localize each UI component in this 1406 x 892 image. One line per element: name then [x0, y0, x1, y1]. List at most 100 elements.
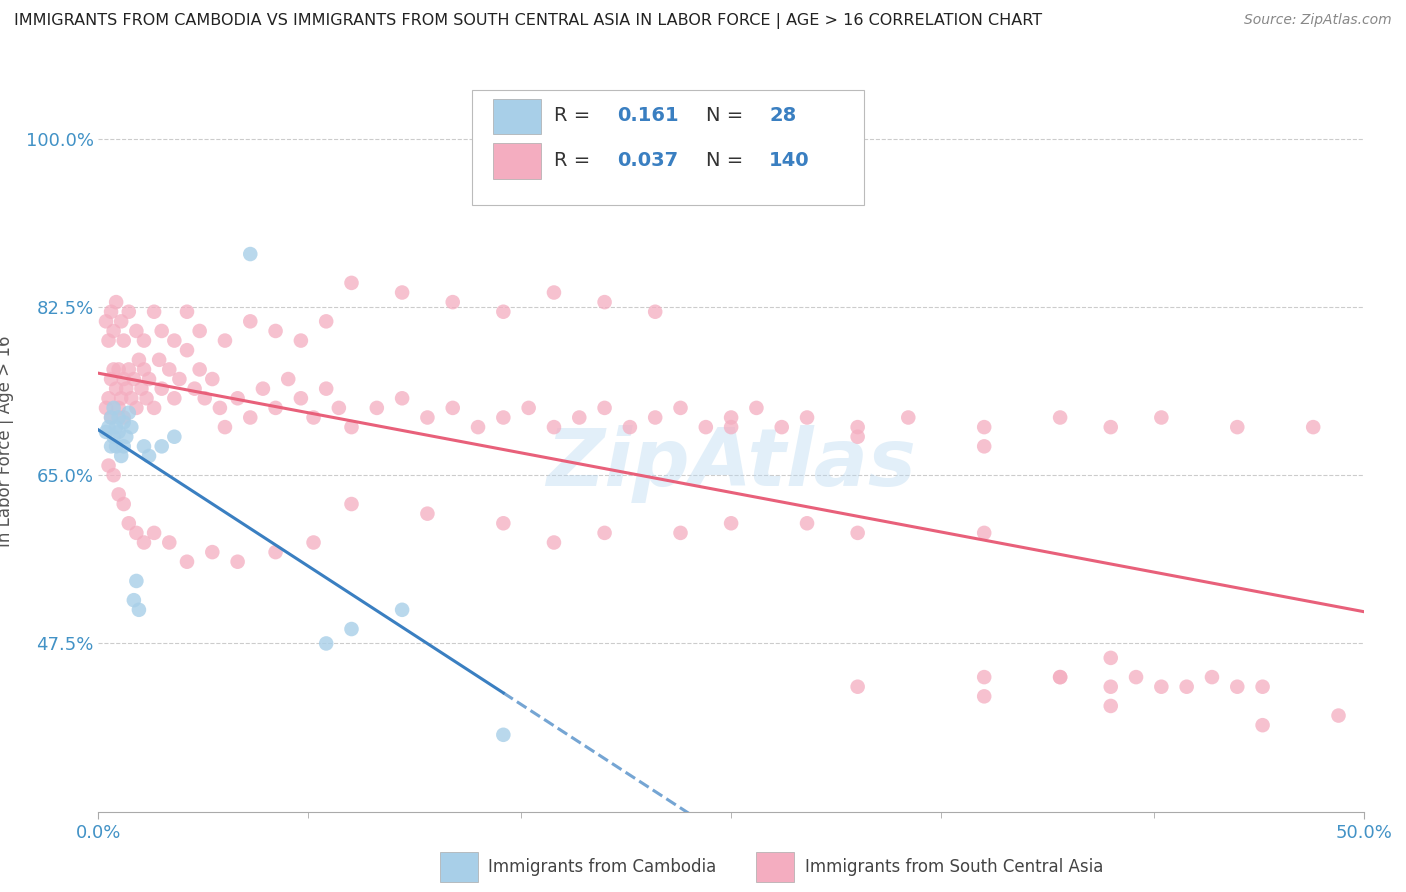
Text: 0.037: 0.037 — [617, 151, 678, 169]
Point — [391, 391, 413, 405]
Point — [105, 295, 128, 310]
Point — [1049, 670, 1071, 684]
Point — [100, 410, 122, 425]
Point — [1327, 708, 1350, 723]
Point — [619, 420, 641, 434]
Point — [110, 391, 132, 405]
Point — [568, 410, 591, 425]
Point — [128, 603, 150, 617]
Point — [112, 415, 135, 429]
Point — [188, 324, 211, 338]
Point — [132, 535, 155, 549]
Point — [492, 728, 515, 742]
Bar — [494, 99, 541, 135]
Point — [441, 295, 464, 310]
Point — [183, 382, 205, 396]
Point — [1226, 420, 1249, 434]
Point — [115, 430, 138, 444]
Point — [1251, 718, 1274, 732]
Point — [745, 401, 768, 415]
Bar — [494, 144, 541, 178]
Point — [315, 314, 337, 328]
Point — [543, 535, 565, 549]
Point — [107, 425, 129, 439]
Point — [264, 545, 287, 559]
Point — [973, 670, 995, 684]
Point — [112, 410, 135, 425]
Point — [118, 362, 141, 376]
Point — [720, 410, 742, 425]
Point — [644, 410, 666, 425]
Point — [201, 372, 224, 386]
Point — [103, 468, 125, 483]
Text: Source: ZipAtlas.com: Source: ZipAtlas.com — [1244, 13, 1392, 28]
Text: ZipAtlas: ZipAtlas — [546, 425, 917, 503]
Point — [118, 304, 141, 318]
Point — [125, 525, 148, 540]
Text: R =: R = — [554, 106, 591, 125]
Point — [169, 372, 191, 386]
Point — [97, 420, 120, 434]
Point — [315, 382, 337, 396]
Point — [695, 420, 717, 434]
Point — [105, 382, 128, 396]
Point — [1099, 680, 1122, 694]
Point — [122, 372, 145, 386]
Point — [1201, 670, 1223, 684]
Point — [120, 391, 142, 405]
Point — [1099, 698, 1122, 713]
Point — [277, 372, 299, 386]
Text: IMMIGRANTS FROM CAMBODIA VS IMMIGRANTS FROM SOUTH CENTRAL ASIA IN LABOR FORCE | : IMMIGRANTS FROM CAMBODIA VS IMMIGRANTS F… — [14, 13, 1042, 29]
Point — [1251, 680, 1274, 694]
Point — [122, 593, 145, 607]
Point — [543, 420, 565, 434]
Point — [107, 487, 129, 501]
Point — [846, 420, 869, 434]
Point — [176, 304, 198, 318]
Point — [720, 420, 742, 434]
Point — [100, 439, 122, 453]
Point — [770, 420, 793, 434]
Point — [118, 516, 141, 531]
Point — [1150, 410, 1173, 425]
Point — [214, 420, 236, 434]
Point — [796, 410, 818, 425]
Point — [1302, 420, 1324, 434]
Point — [107, 362, 129, 376]
Point — [163, 391, 186, 405]
Point — [290, 391, 312, 405]
Point — [340, 622, 363, 636]
Point — [1099, 651, 1122, 665]
Point — [112, 497, 135, 511]
Point — [132, 362, 155, 376]
Point — [1125, 670, 1147, 684]
Point — [150, 382, 173, 396]
Point — [897, 410, 920, 425]
Point — [391, 603, 413, 617]
Point — [340, 497, 363, 511]
Point — [94, 425, 117, 439]
Point — [340, 276, 363, 290]
Point — [118, 406, 141, 420]
Point — [593, 401, 616, 415]
Point — [143, 525, 166, 540]
Point — [543, 285, 565, 300]
Point — [176, 343, 198, 358]
Text: 0.161: 0.161 — [617, 106, 679, 125]
Text: N =: N = — [706, 151, 742, 169]
Point — [593, 295, 616, 310]
Point — [252, 382, 274, 396]
Point — [492, 410, 515, 425]
Point — [315, 636, 337, 650]
Point — [226, 555, 249, 569]
Point — [846, 525, 869, 540]
Point — [148, 352, 170, 367]
Point — [1049, 410, 1071, 425]
Point — [110, 449, 132, 463]
Point — [94, 401, 117, 415]
Point — [163, 334, 186, 348]
Point — [492, 516, 515, 531]
Point — [302, 410, 325, 425]
Point — [208, 401, 231, 415]
Point — [135, 391, 157, 405]
